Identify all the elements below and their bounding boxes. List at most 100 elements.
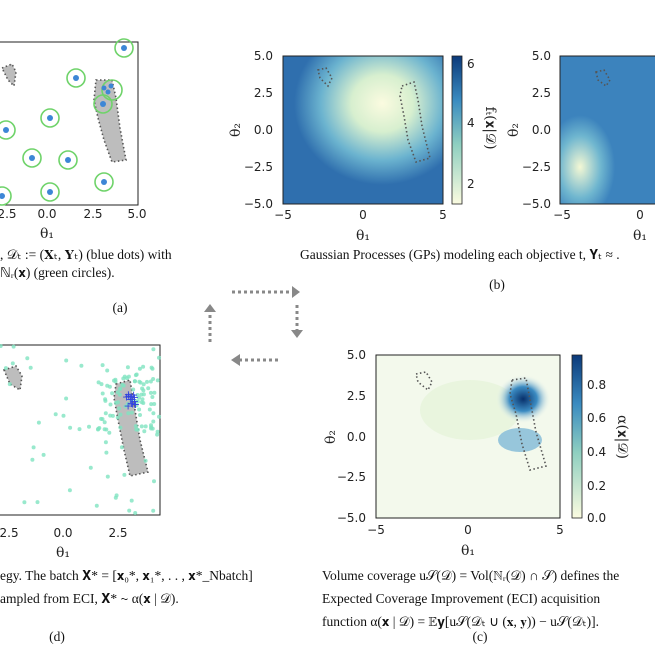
points: ++++++++++++++ [0,344,161,515]
candidate-point [137,366,142,371]
x-tick-label: 5.0 [127,207,146,221]
neighborhood-circle [58,150,78,170]
candidate-point [152,402,157,406]
caption: Gaussian Processes (GPs) modeling each o… [300,247,620,262]
candidate-point [150,395,155,399]
sample-point [0,193,5,199]
candidate-point [122,374,127,379]
candidate-point [151,347,156,352]
colorbar-label: fₜ(𝐱|𝒟) [482,106,498,149]
x-tick-label: −5 [367,523,385,537]
sample-point [101,179,107,185]
candidate-point [138,413,142,417]
candidate-point [147,407,152,412]
candidate-point [110,391,115,396]
candidate-point [79,363,84,368]
candidate-point [114,493,119,498]
candidate-point [10,361,15,366]
colorbar-label: α(𝐱|𝒟) [614,415,630,459]
candidate-point [134,372,139,377]
neighborhood-circle [66,68,86,88]
candidate-point [145,379,149,384]
axes-frame [559,55,655,205]
arrowhead [292,286,300,298]
candidate-point [100,363,105,368]
candidate-point [41,452,46,457]
region [509,377,548,471]
batch-point: + [124,390,133,403]
caption: Volume coverage u𝒮(𝒟) = Vol(ℕᵣ(𝒟) ∩ 𝒮) d… [322,568,619,583]
region [2,365,23,392]
y-tick-label: −5.0 [522,197,551,211]
colorbar-tick-label: 6 [467,57,475,71]
candidate-point [118,412,123,417]
x-tick-label: 2.5 [108,526,127,540]
candidate-point [113,400,118,405]
candidate-point [149,423,153,428]
candidate-point [157,414,161,419]
candidate-point [129,410,134,415]
panel-label: (a) [113,300,128,315]
y-tick-label: 5.0 [532,49,551,63]
candidate-point [94,503,99,508]
caption: function α(𝐱 | 𝒟) = 𝔼𝐲[u𝒮(𝒟ₜ ∪ (𝐱, 𝐲)) −… [322,614,599,629]
caption: ℕᵣ(𝐱) (green circles). [0,265,115,280]
candidate-point [103,440,108,445]
points [0,38,134,206]
candidate-point [139,424,144,429]
x-axis-label: θ₁ [633,228,647,244]
candidate-point [77,427,82,432]
colorbar [451,55,463,205]
candidate-point [67,488,72,493]
candidate-point [117,406,122,411]
y-tick-label: 5.0 [254,49,273,63]
x-axis-label: θ₁ [356,228,370,244]
axes-frame [282,55,444,205]
colorbar-tick-label: 2 [467,177,475,191]
y-axis-label: θ₂ [228,123,244,137]
sample-point [65,157,71,163]
candidate-point [99,382,104,387]
panel-label: (c) [473,629,488,644]
sample-point [121,45,127,51]
candidate-point [53,412,58,417]
candidate-point [155,432,160,437]
batch-point: + [124,388,133,401]
candidate-point [100,417,105,422]
x-tick-label: 0 [359,208,367,222]
axes-frame [0,41,139,206]
candidate-point [137,407,142,412]
axes-frame [375,354,561,519]
colorbar-tick-label: 0.4 [587,445,606,459]
batch-point: + [122,390,131,403]
candidate-point [3,366,8,371]
region [317,67,333,88]
candidate-point [103,397,108,402]
candidate-point [127,508,132,513]
colorbar-tick-label: 0.0 [587,511,606,525]
x-tick-label: 0 [464,523,472,537]
region [93,79,127,163]
batch-point: + [130,398,139,411]
candidate-point [88,465,93,470]
panel-label: (b) [489,277,505,292]
candidate-point [105,368,110,373]
x-tick-label: 2.5 [83,207,102,221]
caption: Expected Coverage Improvement (ECI) acqu… [322,591,600,606]
y-tick-label: 0.0 [532,123,551,137]
candidate-point [68,425,73,430]
sample-point [101,85,107,91]
candidate-point [31,445,36,450]
y-axis-label: θ₂ [506,123,522,137]
candidate-point [11,344,16,349]
candidate-point [139,392,144,397]
candidate-point [87,424,91,429]
candidate-point [96,380,101,385]
sample-point [73,75,79,81]
x-axis-label: θ₁ [56,545,70,561]
candidate-point [149,402,154,407]
x-tick-label: 5 [556,523,564,537]
y-tick-label: −2.5 [244,160,273,174]
candidate-point [102,427,107,432]
candidate-point [107,430,112,435]
